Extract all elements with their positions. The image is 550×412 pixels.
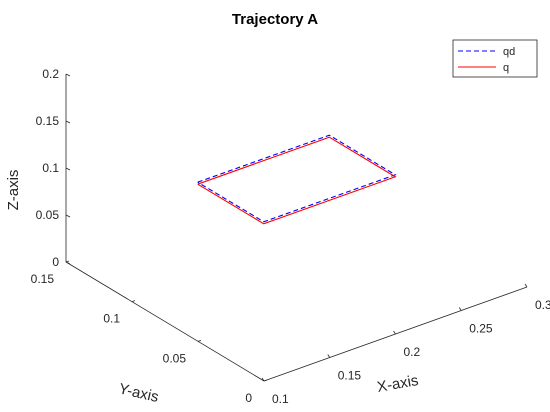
- x-tick-label: 0.2: [404, 345, 421, 359]
- z-tick-mark: [65, 261, 71, 265]
- series-line-qd: [197, 134, 397, 223]
- x-tick-mark: [524, 283, 528, 288]
- y-tick-mark: [197, 339, 202, 342]
- y-tick-label: 0: [245, 391, 252, 405]
- legend-label-qd: qd: [503, 46, 515, 58]
- x-tick-mark: [458, 307, 462, 311]
- z-tick-label: 0: [52, 255, 59, 269]
- z-tick-mark: [65, 120, 71, 124]
- z-tick-mark: [65, 73, 71, 77]
- x-tick-label: 0.1: [272, 392, 289, 406]
- x-tick-label: 0.25: [469, 322, 493, 336]
- tick-marks-and-labels: 0.1 0.15 0.2 0.25 0.3 0 0.05 0.1 0.15 0 0.05 0.1 0.1…: [31, 67, 550, 406]
- trajectory-series: [197, 134, 397, 225]
- z-axis-label: Z-axis: [5, 170, 22, 211]
- legend-box: [452, 39, 538, 78]
- legend-label-q: q: [503, 62, 509, 74]
- z-tick-label: 0.2: [42, 67, 59, 81]
- z-tick-mark: [65, 167, 71, 171]
- series-line-q: [197, 136, 397, 225]
- x-tick-mark: [393, 330, 396, 335]
- y-tick-label: 0.1: [103, 312, 120, 326]
- y-tick-mark: [263, 379, 268, 382]
- x-tick-label: 0.15: [338, 369, 362, 383]
- z-tick-label: 0.15: [36, 114, 60, 128]
- z-tick-label: 0.1: [42, 161, 59, 175]
- chart-title: Trajectory A: [232, 11, 318, 28]
- x-tick-mark: [261, 377, 265, 382]
- legend: qd q: [452, 39, 538, 78]
- z-tick-label: 0.05: [36, 208, 60, 222]
- x-tick-label: 0.3: [535, 298, 550, 312]
- y-tick-label: 0.05: [163, 351, 187, 365]
- x-axis-label: X-axis: [376, 372, 420, 396]
- y-tick-mark: [131, 300, 136, 303]
- x-tick-mark: [327, 354, 331, 358]
- z-tick-mark: [65, 214, 71, 218]
- y-axis-line: [65, 261, 265, 382]
- y-tick-label: 0.15: [31, 272, 55, 286]
